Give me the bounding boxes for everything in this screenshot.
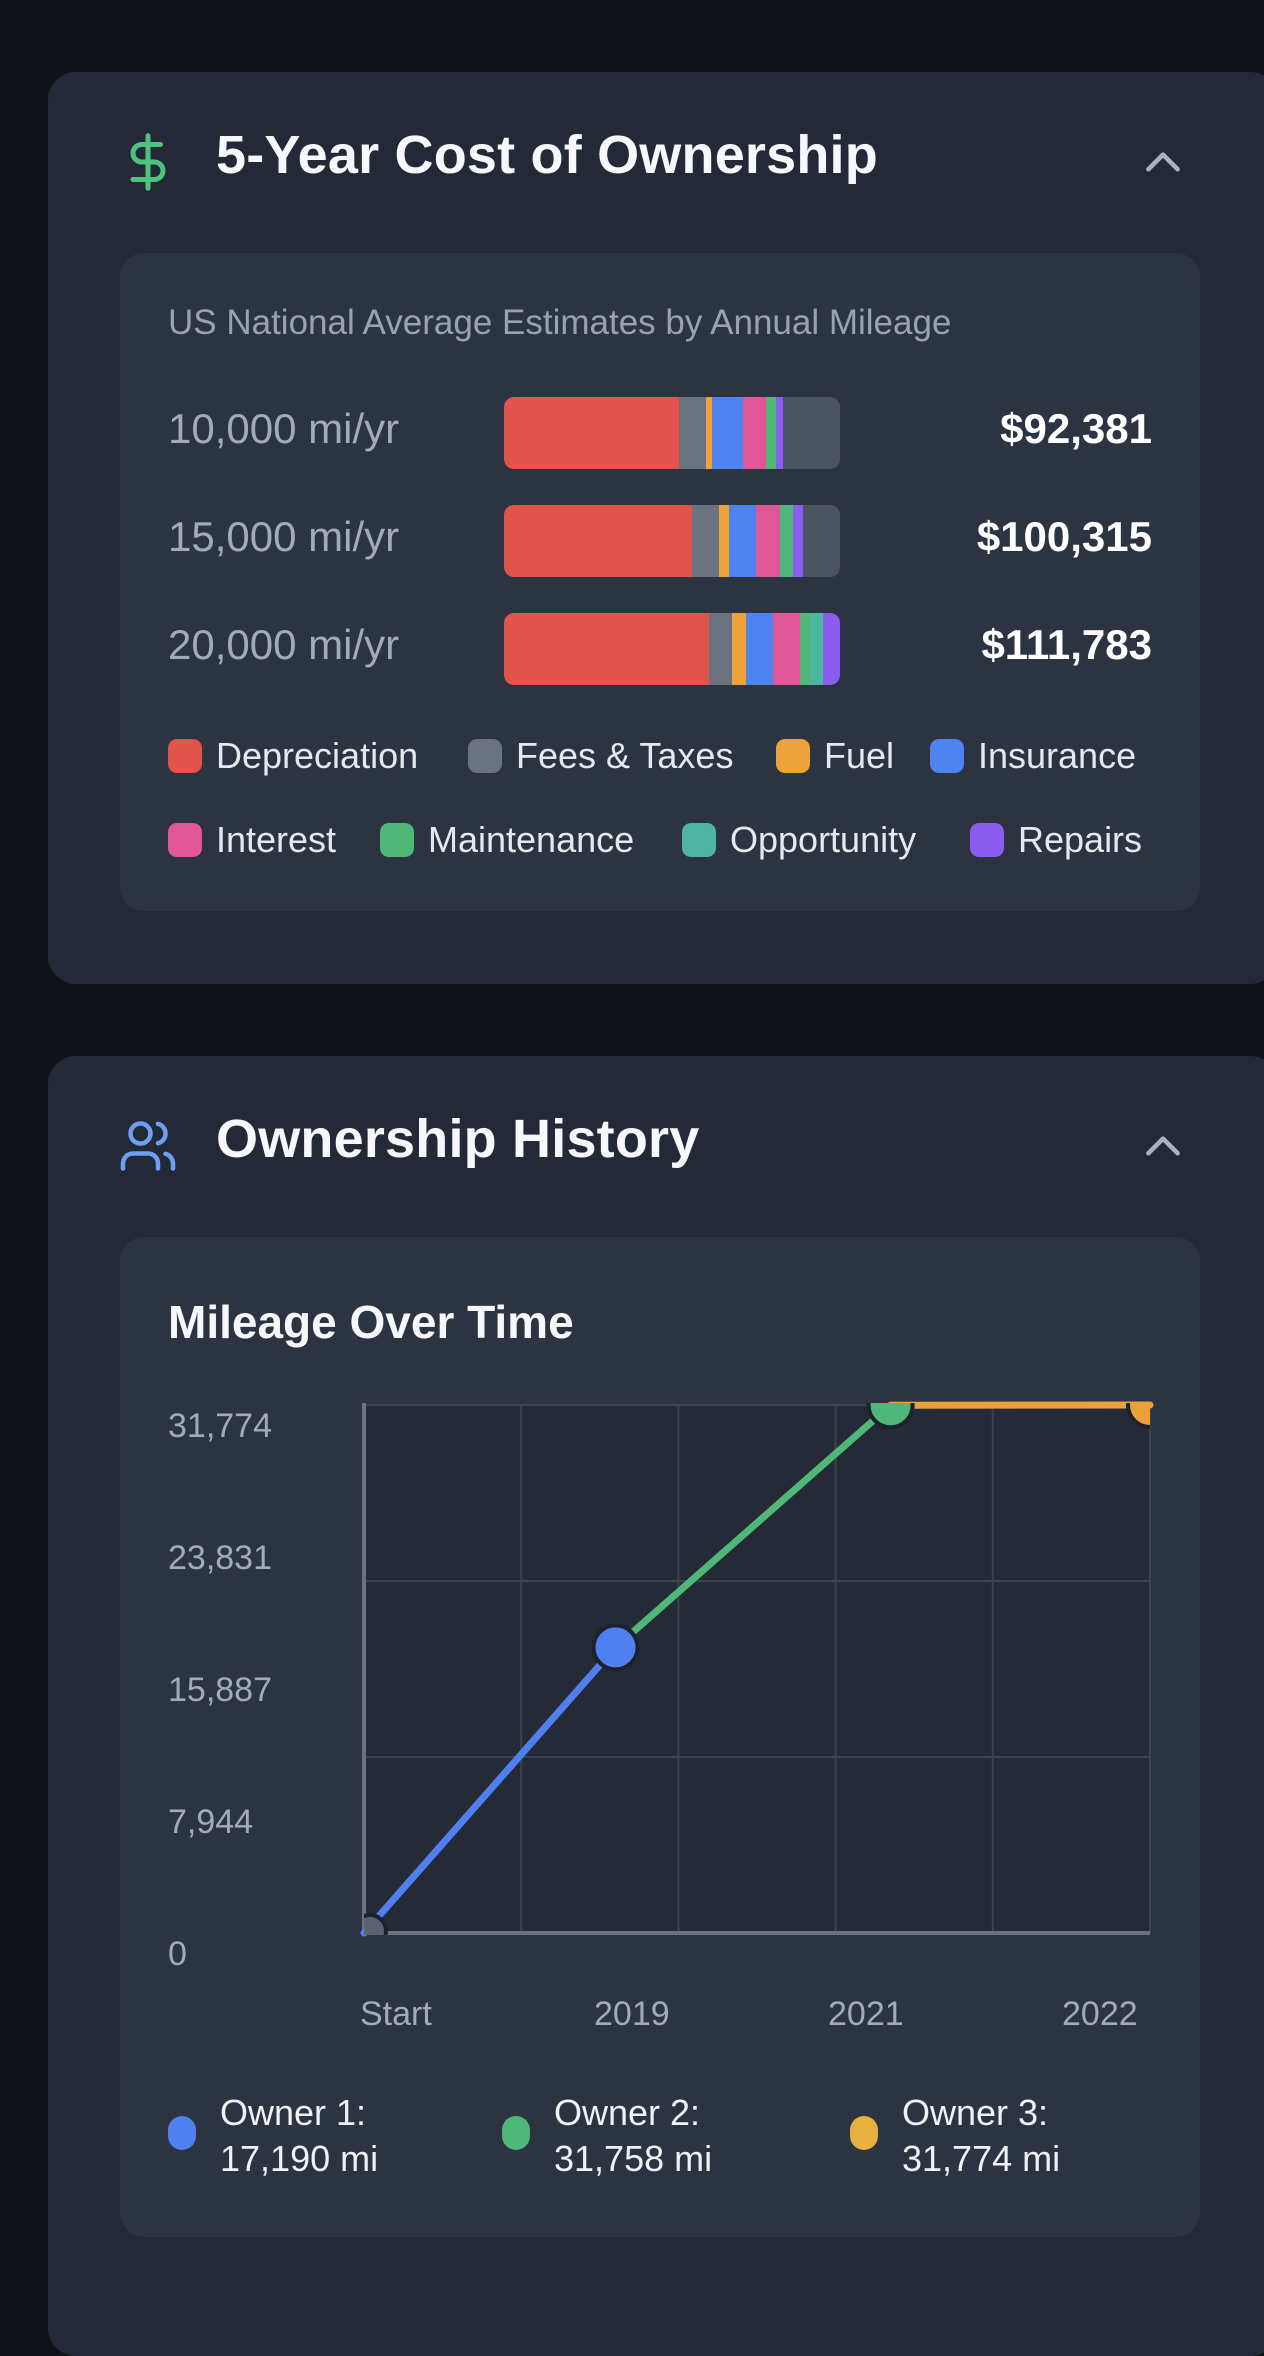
owner-legend-item: Owner 3: 31,774 mi bbox=[850, 2090, 1060, 2182]
segment-maintenance bbox=[800, 613, 810, 685]
legend-label: Depreciation bbox=[216, 735, 418, 777]
segment-interest bbox=[743, 397, 767, 469]
legend-label: Fees & Taxes bbox=[516, 735, 733, 777]
cost-card-header[interactable]: 5-Year Cost of Ownership bbox=[48, 72, 1264, 252]
owner-2-dot bbox=[502, 2116, 530, 2150]
segment-repairs bbox=[823, 613, 840, 685]
segment-maintenance bbox=[780, 505, 793, 577]
cost-total: $100,315 bbox=[977, 513, 1152, 561]
cost-of-ownership-card: 5-Year Cost of Ownership US National Ave… bbox=[48, 72, 1264, 984]
plot-area bbox=[364, 1405, 1150, 1933]
owner-mileage: 31,758 mi bbox=[554, 2136, 712, 2182]
segment-fuel bbox=[706, 397, 713, 469]
mileage-row-label: 20,000 mi/yr bbox=[168, 621, 399, 669]
segment-fuel bbox=[719, 505, 729, 577]
x-tick-label: 2021 bbox=[828, 1995, 904, 2034]
legend-swatch bbox=[776, 739, 810, 773]
mileage-line-chart bbox=[120, 1237, 1200, 2237]
cost-subtitle: US National Average Estimates by Annual … bbox=[168, 303, 951, 343]
legend-repairs: Repairs bbox=[970, 819, 1142, 861]
segment-repairs bbox=[776, 397, 783, 469]
segment-remainder bbox=[803, 505, 840, 577]
owner-mileage: 17,190 mi bbox=[220, 2136, 378, 2182]
segment-interest bbox=[756, 505, 780, 577]
segment-insurance bbox=[712, 397, 742, 469]
segment-interest bbox=[773, 613, 800, 685]
data-point-owner-2 bbox=[869, 1383, 913, 1427]
legend-insurance: Insurance bbox=[930, 735, 1136, 777]
segment-fees-taxes bbox=[679, 397, 706, 469]
legend-swatch bbox=[682, 823, 716, 857]
data-point-owner-3 bbox=[1128, 1383, 1172, 1427]
segment-fees-taxes bbox=[709, 613, 733, 685]
cost-total: $111,783 bbox=[981, 621, 1152, 669]
legend-swatch bbox=[380, 823, 414, 857]
x-tick-label: Start bbox=[360, 1995, 432, 2034]
legend-swatch bbox=[168, 739, 202, 773]
data-point-start bbox=[354, 1915, 386, 1947]
segment-maintenance bbox=[766, 397, 776, 469]
legend-swatch bbox=[168, 823, 202, 857]
x-tick-label: 2022 bbox=[1062, 1995, 1138, 2034]
owner-legend-item: Owner 1: 17,190 mi bbox=[168, 2090, 378, 2182]
segment-remainder bbox=[783, 397, 840, 469]
segment-insurance bbox=[729, 505, 756, 577]
legend-swatch bbox=[930, 739, 964, 773]
segment-depreciation bbox=[504, 505, 692, 577]
legend-label: Opportunity bbox=[730, 819, 916, 861]
dollar-icon bbox=[118, 132, 178, 192]
cost-breakdown-bar bbox=[504, 505, 840, 577]
legend-label: Maintenance bbox=[428, 819, 634, 861]
owner-3-dot bbox=[850, 2116, 878, 2150]
cost-card-title: 5-Year Cost of Ownership bbox=[216, 124, 878, 186]
mileage-row-label: 15,000 mi/yr bbox=[168, 513, 399, 561]
segment-depreciation bbox=[504, 397, 679, 469]
owner-name: Owner 3: bbox=[902, 2090, 1060, 2136]
ownership-history-card: Ownership History Mileage Over Time 31,7… bbox=[48, 1056, 1264, 2356]
legend-label: Fuel bbox=[824, 735, 894, 777]
chevron-up-icon[interactable] bbox=[1138, 1122, 1188, 1172]
chevron-up-icon[interactable] bbox=[1138, 138, 1188, 188]
mileage-row-label: 10,000 mi/yr bbox=[168, 405, 399, 453]
segment-fees-taxes bbox=[692, 505, 719, 577]
cost-estimates-panel: US National Average Estimates by Annual … bbox=[120, 253, 1200, 911]
owner-legend-item: Owner 2: 31,758 mi bbox=[502, 2090, 712, 2182]
legend-label: Interest bbox=[216, 819, 336, 861]
legend-fuel: Fuel bbox=[776, 735, 894, 777]
segment-opportunity bbox=[810, 613, 823, 685]
mileage-chart-panel: Mileage Over Time 31,774 23,831 15,887 7… bbox=[120, 1237, 1200, 2237]
legend-fees-taxes: Fees & Taxes bbox=[468, 735, 733, 777]
cost-total: $92,381 bbox=[1000, 405, 1152, 453]
ownership-card-title: Ownership History bbox=[216, 1108, 700, 1170]
legend-swatch bbox=[970, 823, 1004, 857]
segment-insurance bbox=[746, 613, 773, 685]
users-icon bbox=[118, 1116, 178, 1176]
owner-name: Owner 2: bbox=[554, 2090, 712, 2136]
legend-label: Insurance bbox=[978, 735, 1136, 777]
legend-maintenance: Maintenance bbox=[380, 819, 634, 861]
segment-fuel bbox=[732, 613, 745, 685]
ownership-card-header[interactable]: Ownership History bbox=[48, 1056, 1264, 1236]
legend-interest: Interest bbox=[168, 819, 336, 861]
segment-repairs bbox=[793, 505, 803, 577]
cost-breakdown-bar bbox=[504, 613, 840, 685]
segment-depreciation bbox=[504, 613, 709, 685]
owner-mileage: 31,774 mi bbox=[902, 2136, 1060, 2182]
owner-1-dot bbox=[168, 2116, 196, 2150]
cost-breakdown-bar bbox=[504, 397, 840, 469]
legend-depreciation: Depreciation bbox=[168, 735, 418, 777]
data-point-owner-1 bbox=[594, 1625, 638, 1669]
legend-label: Repairs bbox=[1018, 819, 1142, 861]
legend-opportunity: Opportunity bbox=[682, 819, 916, 861]
legend-swatch bbox=[468, 739, 502, 773]
x-tick-label: 2019 bbox=[594, 1995, 670, 2034]
owner-name: Owner 1: bbox=[220, 2090, 378, 2136]
